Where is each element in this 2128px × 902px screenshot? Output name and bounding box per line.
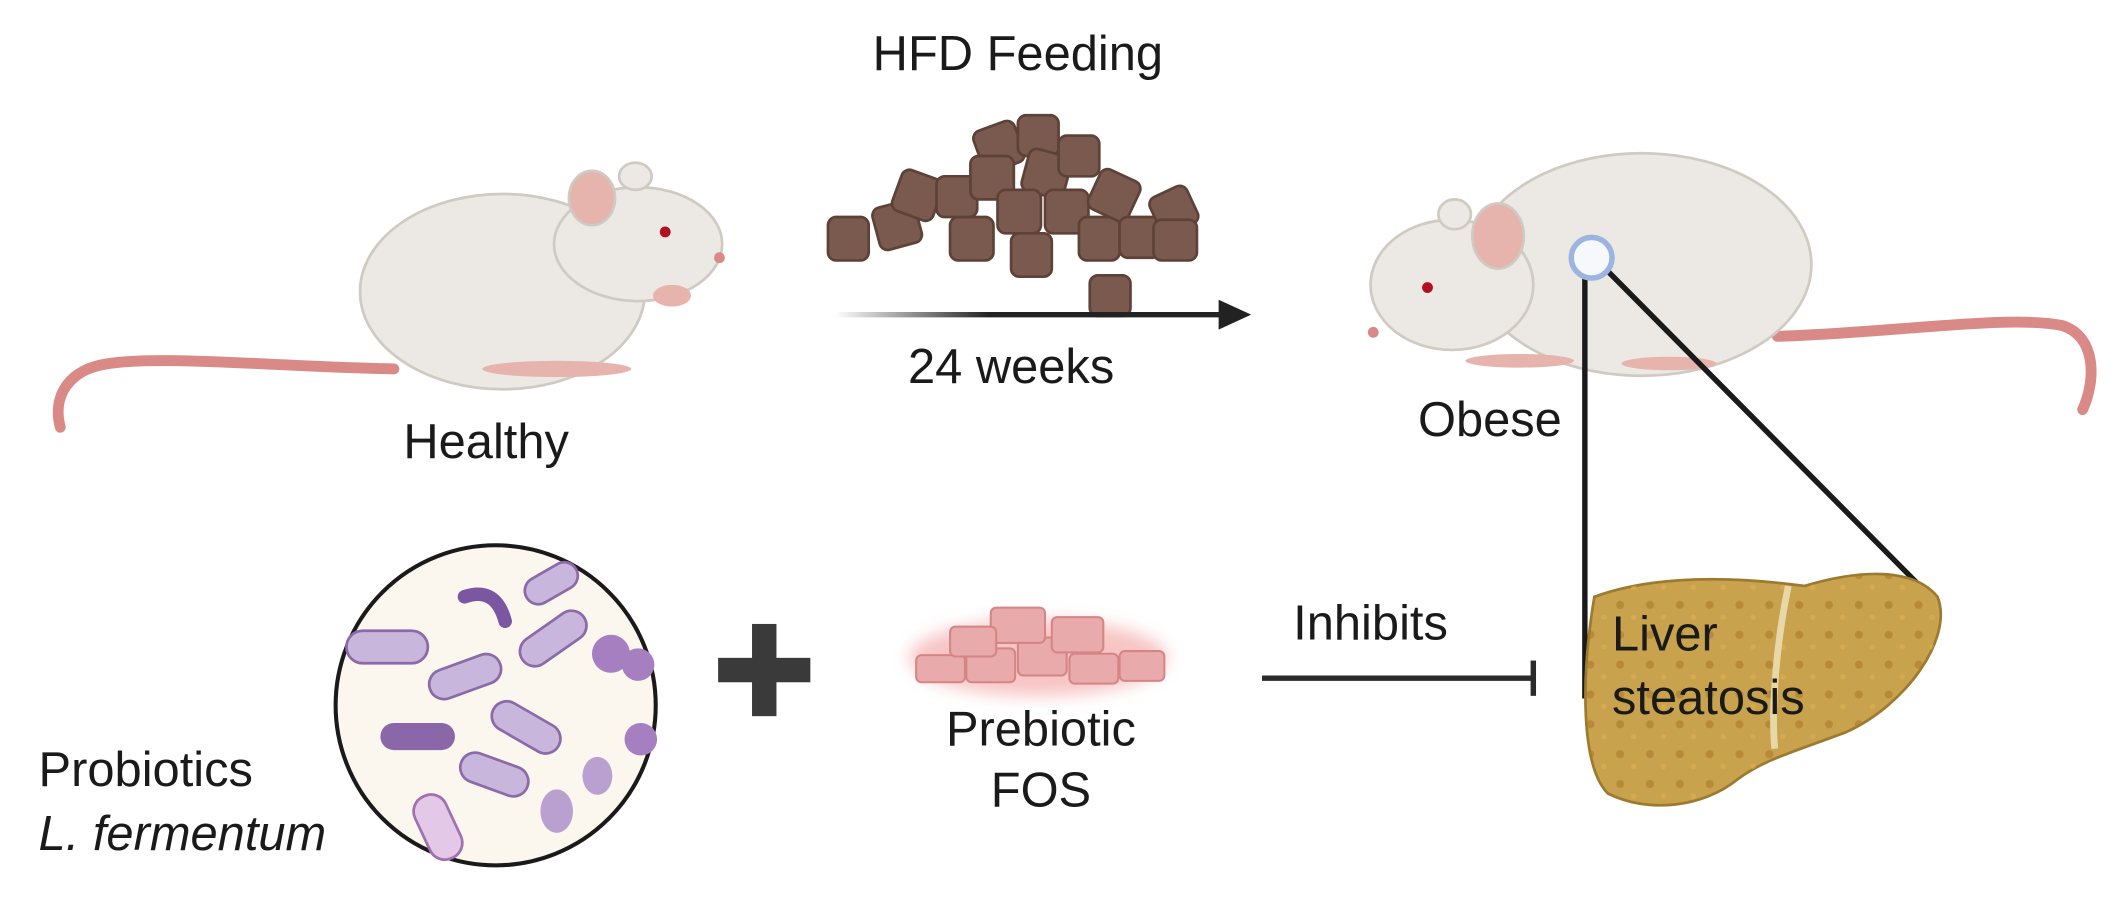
healthy-label: Healthy — [403, 415, 569, 469]
probiotics-label: Probiotics — [39, 743, 253, 797]
steatosis-label: steatosis — [1612, 671, 1805, 725]
arrow-head — [1218, 299, 1252, 330]
prebiotic-type-label: FOS — [991, 763, 1091, 817]
liver — [1584, 572, 1943, 807]
hfd-title: HFD Feeding — [873, 27, 1163, 81]
bacteria-circle — [333, 543, 658, 868]
plus-sign — [718, 623, 811, 717]
prebiotic-label: Prebiotic — [946, 702, 1136, 756]
obese-mouse — [1367, 151, 2097, 416]
inhibits-label: Inhibits — [1293, 597, 1448, 651]
zoom-circle — [1568, 234, 1615, 281]
arrow — [834, 311, 1222, 318]
liver-label: Liver — [1612, 607, 1718, 661]
strain-label: L. fermentum — [39, 807, 327, 861]
healthy-mouse — [52, 161, 725, 433]
zoom-line — [1603, 266, 1926, 592]
duration-label: 24 weeks — [908, 340, 1114, 394]
obese-label: Obese — [1418, 393, 1562, 447]
hfd-pellets — [826, 113, 1200, 318]
prebiotic-pellets — [909, 606, 1168, 696]
